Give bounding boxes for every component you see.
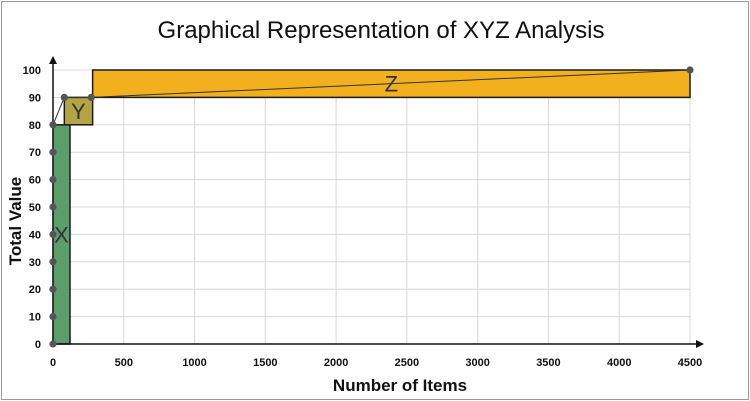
- x-tick-label: 2500: [395, 357, 419, 369]
- x-tick-label: 0: [50, 357, 56, 369]
- y-tick-label: 50: [29, 202, 41, 214]
- x-tick-label: 3000: [465, 357, 489, 369]
- series-line: [52, 69, 691, 344]
- y-tick-label: 60: [29, 175, 41, 187]
- series: [49, 66, 694, 348]
- x-tick-label: 1000: [182, 357, 206, 369]
- y-tick-label: 10: [29, 312, 41, 324]
- y-tick-label: 0: [35, 339, 41, 351]
- tick-labels: 0 500 1000 1500 2000 2500 3000 3500 4000 4500 0 10 2…: [23, 65, 703, 369]
- grid: [52, 69, 691, 345]
- x-tick-label: 4000: [607, 357, 631, 369]
- x-tick-label: 4500: [678, 357, 702, 369]
- y-tick-label: 20: [29, 284, 41, 296]
- data-point: [49, 176, 57, 184]
- data-point: [49, 203, 57, 211]
- x-axis-label: Number of Items: [333, 376, 467, 395]
- y-tick-label: 40: [29, 229, 41, 241]
- y-tick-label: 100: [23, 65, 41, 77]
- data-point: [49, 230, 57, 238]
- y-tick-label: 80: [29, 120, 41, 132]
- region-y: [63, 96, 94, 126]
- region-label-y: Y: [71, 99, 86, 124]
- x-tick-label: 3500: [536, 357, 560, 369]
- y-tick-label: 30: [29, 257, 41, 269]
- region-label-z: Z: [385, 72, 398, 97]
- data-point: [49, 121, 57, 129]
- region-label-x: X: [54, 222, 69, 247]
- x-tick-label: 1500: [253, 357, 277, 369]
- data-point: [60, 93, 68, 101]
- data-point: [49, 258, 57, 266]
- y-tick-label: 70: [29, 147, 41, 159]
- data-point: [49, 285, 57, 293]
- x-axis-arrow: [696, 340, 704, 348]
- y-tick-label: 90: [29, 92, 41, 104]
- y-axis-label: Total Value: [6, 177, 25, 266]
- data-point: [49, 340, 57, 348]
- y-axis-arrow: [49, 56, 57, 64]
- data-point: [49, 313, 57, 321]
- data-point: [87, 93, 95, 101]
- data-point: [49, 148, 57, 156]
- x-tick-label: 2000: [324, 357, 348, 369]
- axes: [49, 56, 704, 348]
- chart-title: Graphical Representation of XYZ Analysis: [158, 17, 605, 44]
- x-tick-label: 500: [115, 357, 133, 369]
- data-point: [686, 66, 694, 74]
